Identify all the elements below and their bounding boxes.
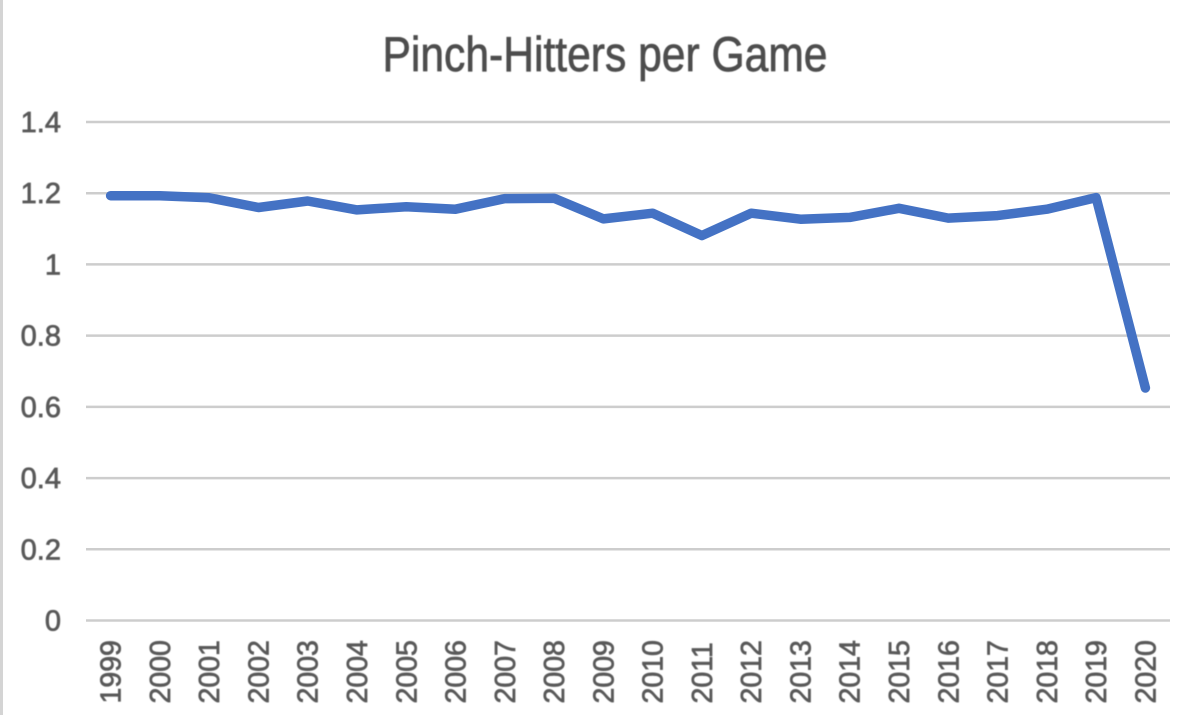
svg-text:2016: 2016 [933, 640, 965, 703]
svg-text:2010: 2010 [638, 640, 670, 703]
svg-text:0.6: 0.6 [21, 392, 61, 424]
svg-text:2002: 2002 [244, 640, 276, 703]
svg-text:1.4: 1.4 [21, 107, 61, 139]
svg-text:2009: 2009 [588, 640, 620, 703]
svg-text:2004: 2004 [342, 640, 374, 704]
svg-text:2013: 2013 [786, 640, 818, 703]
svg-text:1: 1 [45, 249, 61, 281]
svg-text:0.8: 0.8 [21, 321, 61, 353]
svg-text:2008: 2008 [539, 640, 571, 703]
svg-text:0: 0 [45, 606, 61, 638]
svg-text:2007: 2007 [490, 640, 522, 703]
svg-text:0.4: 0.4 [21, 463, 61, 495]
svg-text:2001: 2001 [194, 640, 226, 703]
svg-text:2000: 2000 [145, 640, 177, 703]
svg-text:2011: 2011 [687, 642, 719, 703]
svg-text:0.2: 0.2 [21, 534, 61, 566]
svg-text:2015: 2015 [884, 640, 916, 703]
svg-text:2012: 2012 [736, 640, 768, 703]
svg-text:2019: 2019 [1081, 640, 1113, 703]
svg-text:1.2: 1.2 [21, 178, 61, 210]
svg-text:Pinch-Hitters per Game: Pinch-Hitters per Game [383, 28, 828, 82]
svg-text:2018: 2018 [1032, 640, 1064, 703]
svg-text:2020: 2020 [1130, 640, 1162, 703]
svg-text:1999: 1999 [96, 640, 128, 703]
svg-text:2006: 2006 [441, 640, 473, 703]
svg-text:2014: 2014 [835, 640, 867, 704]
svg-text:2017: 2017 [983, 640, 1015, 703]
svg-text:2005: 2005 [391, 640, 423, 703]
svg-text:2003: 2003 [293, 640, 325, 703]
